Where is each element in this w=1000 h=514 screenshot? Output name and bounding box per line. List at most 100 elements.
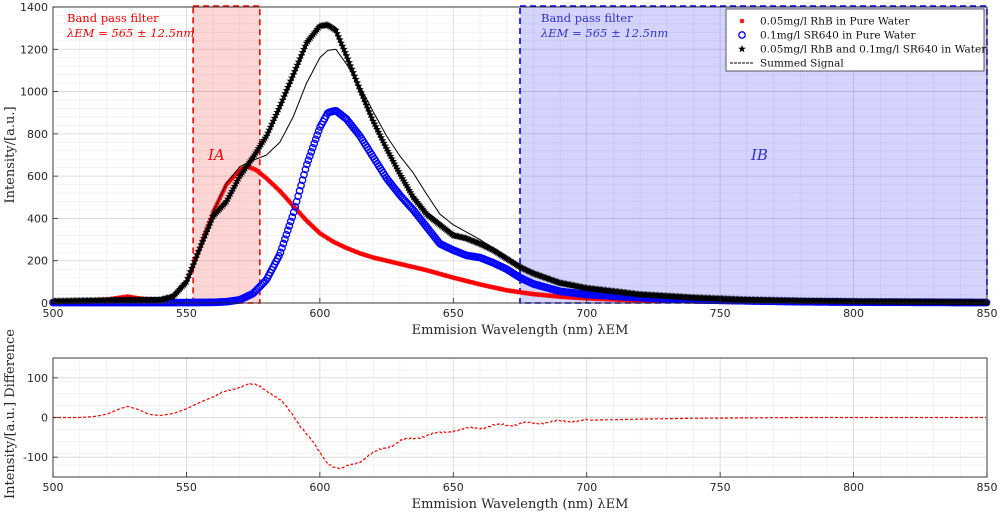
filter-region-ia xyxy=(193,6,260,303)
spectrum-y-tick-label: 0 xyxy=(41,297,48,310)
difference-axes xyxy=(52,357,988,478)
mixture-point xyxy=(420,206,428,215)
sr640-point xyxy=(285,221,294,230)
difference-x-tick-label: 550 xyxy=(176,481,197,494)
difference-y-tick-label: 0 xyxy=(41,412,48,425)
sr640-point xyxy=(276,248,285,257)
mixture-point xyxy=(445,228,454,236)
mixture-point xyxy=(388,154,396,162)
spectrum-x-tick-label: 850 xyxy=(977,307,998,320)
spectrum-axes xyxy=(52,6,988,304)
mixture-point xyxy=(448,230,456,238)
blue-filter-title: Band pass filter xyxy=(541,11,633,25)
red-filter-title: Band pass filter xyxy=(67,11,159,25)
legend-label-mixture: 0.05mg/l RhB and 0.1mg/l SR640 in Water xyxy=(760,44,987,56)
mixture-point xyxy=(404,184,412,192)
difference-line xyxy=(53,382,986,470)
legend: 0.05mg/l RhB in Pure Water 0.1mg/l SR640 … xyxy=(725,8,987,72)
mixture-point xyxy=(401,179,410,187)
sr640-point xyxy=(311,135,320,144)
spectrum-x-tick-label: 600 xyxy=(309,307,330,320)
sr640-point xyxy=(298,176,307,185)
difference-y-axis-label: Intensity/[a.u.] Difference xyxy=(3,329,18,499)
mixture-point xyxy=(265,126,273,134)
difference-x-tick-label: 850 xyxy=(977,481,998,494)
mixture-point xyxy=(390,159,399,168)
mixture-point xyxy=(444,227,452,235)
mixture-point xyxy=(348,65,356,73)
mixture-point xyxy=(398,174,407,182)
spectrum-axes-frame xyxy=(52,6,988,304)
mixture-point xyxy=(409,193,418,201)
mixture-point xyxy=(418,205,427,213)
mixture-point xyxy=(301,42,309,50)
mixture-point xyxy=(365,107,373,115)
mixture-point xyxy=(269,117,277,125)
sr640-point xyxy=(310,139,319,148)
sr640-point xyxy=(295,187,304,195)
spectrum-y-tick-label: 1200 xyxy=(20,43,48,56)
mixture-point xyxy=(357,88,365,96)
spectrum-y-tick-label: 1000 xyxy=(20,86,48,99)
mixture-point xyxy=(202,228,211,236)
legend-label-summed-signal: Summed Signal xyxy=(760,58,844,70)
mixture-point xyxy=(206,218,215,226)
mixture-point xyxy=(356,85,364,93)
sr640-point xyxy=(275,252,283,260)
sr640-point xyxy=(281,235,289,243)
mixture-point xyxy=(369,117,377,125)
mixture-point xyxy=(422,210,431,218)
mixture-point xyxy=(285,80,293,88)
sr640-point xyxy=(313,131,322,139)
spectrum-x-tick-label: 650 xyxy=(443,307,464,320)
sr640-point xyxy=(286,217,295,226)
mixture-point xyxy=(376,130,384,139)
difference-y-tick-label: 100 xyxy=(27,372,48,385)
mixture-point xyxy=(281,89,289,97)
mixture-point xyxy=(437,221,446,230)
summed-signal-series xyxy=(52,48,987,303)
mixture-point xyxy=(340,45,348,53)
mixture-point xyxy=(421,208,430,216)
mixture-point xyxy=(400,177,408,185)
mixture-point xyxy=(414,200,423,208)
sr640-point xyxy=(301,165,310,174)
spectrum-y-tick-label: 200 xyxy=(27,255,48,268)
mixture-point xyxy=(288,73,296,82)
mixture-point xyxy=(344,55,352,63)
mixture-point xyxy=(396,170,404,178)
mixture-point xyxy=(430,216,439,224)
mixture-point xyxy=(350,71,359,80)
spectrum-y-tick-label: 400 xyxy=(27,212,48,225)
difference-x-tick-label: 600 xyxy=(309,481,330,494)
mixture-point xyxy=(366,110,375,119)
sr640-point xyxy=(297,181,305,190)
mixture-point xyxy=(284,83,292,91)
mixture-point xyxy=(358,91,367,99)
mixture-point xyxy=(364,104,372,112)
mixture-point xyxy=(349,68,357,76)
mixture-point xyxy=(434,219,443,227)
mixture-point xyxy=(345,58,353,66)
sr640-point xyxy=(305,152,314,160)
mixture-point xyxy=(417,203,426,211)
mixture-point xyxy=(408,191,416,199)
sr640-point xyxy=(292,197,301,206)
filter-region-border-ia xyxy=(192,5,261,304)
mixture-point xyxy=(426,213,435,221)
mixture-point xyxy=(332,26,340,34)
mixture-point xyxy=(386,152,395,160)
sr640-point xyxy=(288,213,297,221)
mixture-point xyxy=(200,234,208,242)
spectrum-x-axis-label: Emmision Wavelength (nm) λEM xyxy=(412,323,629,338)
mixture-point xyxy=(446,229,455,237)
mixture-point xyxy=(416,201,424,209)
legend-swatch-rhb xyxy=(739,18,745,24)
mixture-point xyxy=(276,102,284,110)
mixture-point xyxy=(354,82,363,90)
spectrum-y-tick-label: 800 xyxy=(27,128,48,141)
mixture-point xyxy=(333,29,341,37)
spectrum-y-tick-label: 1400 xyxy=(20,1,48,14)
mixture-point xyxy=(282,86,291,94)
sr640-point xyxy=(289,208,298,217)
